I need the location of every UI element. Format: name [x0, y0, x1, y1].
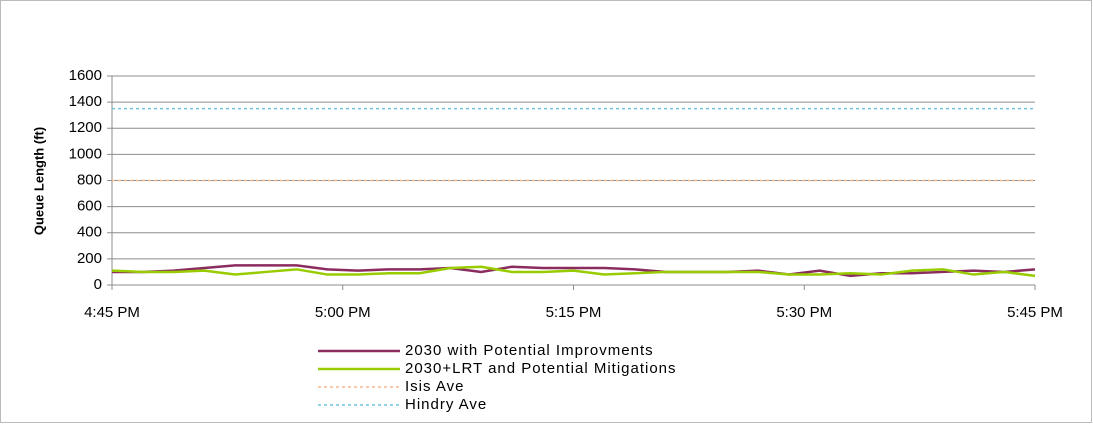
x-tick-label: 5:45 PM — [1007, 304, 1063, 321]
x-tick-label: 5:00 PM — [315, 304, 371, 321]
series-line — [112, 264, 1036, 278]
x-tick-label: 4:45 PM — [84, 304, 140, 321]
y-tick-label: 1400 — [69, 93, 102, 110]
legend-label: Hindry Ave — [405, 396, 487, 413]
y-tick-label: 1200 — [69, 119, 102, 136]
y-tick-label: 200 — [77, 250, 102, 267]
x-tick-label: 5:15 PM — [546, 304, 602, 321]
y-tick-label: 1600 — [69, 67, 102, 84]
legend-label: 2030+LRT and Potential Mitigations — [405, 360, 677, 377]
y-tick-label: 400 — [77, 224, 102, 241]
y-tick-label: 1000 — [69, 145, 102, 162]
y-axis-label: Queue Length (ft) — [31, 127, 46, 235]
x-tick-label: 5:30 PM — [776, 304, 832, 321]
legend-label: Isis Ave — [405, 378, 464, 395]
y-tick-label: 0 — [94, 276, 102, 293]
y-tick-label: 800 — [77, 171, 102, 188]
y-tick-label: 600 — [77, 198, 102, 215]
legend-label: 2030 with Potential Improvments — [405, 342, 654, 359]
series-line — [111, 265, 1036, 278]
